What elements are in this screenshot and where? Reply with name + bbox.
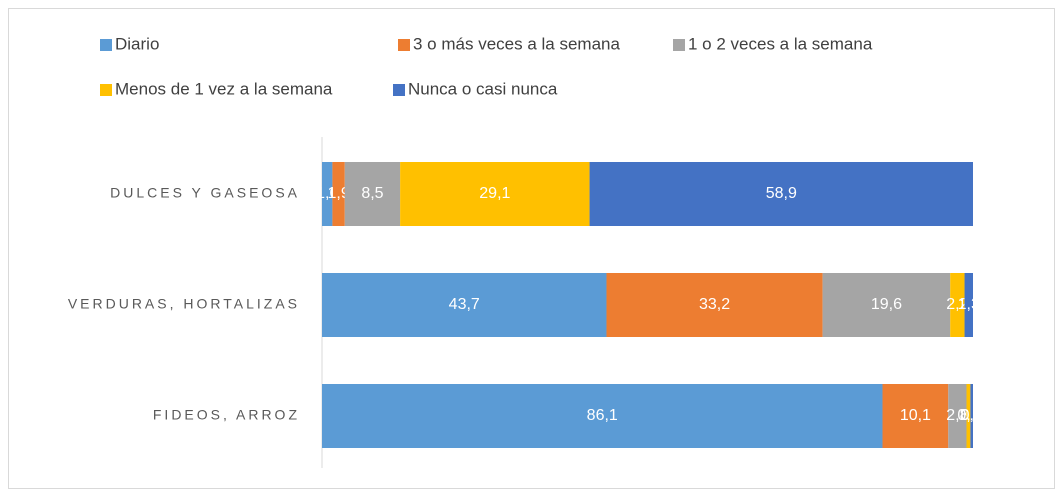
bar-segment bbox=[322, 273, 607, 337]
value-label: 1,3 bbox=[958, 296, 980, 313]
value-label: 43,7 bbox=[449, 296, 480, 313]
legend-label: Nunca o casi nunca bbox=[408, 79, 558, 98]
bar-segment bbox=[822, 273, 951, 337]
legend-label: 3 o más veces a la semana bbox=[413, 34, 620, 53]
bar-segment bbox=[344, 162, 401, 226]
category-label: DULCES Y GASEOSA bbox=[110, 185, 300, 201]
category-label: VERDURAS, HORTALIZAS bbox=[68, 296, 300, 312]
legend-swatch bbox=[398, 39, 410, 51]
bar-segment bbox=[970, 384, 973, 448]
bar-segment bbox=[589, 162, 973, 226]
value-label: 0,4 bbox=[961, 407, 983, 424]
value-label: 10,1 bbox=[900, 407, 931, 424]
category-label: FIDEOS, ARROZ bbox=[153, 407, 300, 423]
legend-swatch bbox=[100, 39, 112, 51]
value-label: 86,1 bbox=[587, 407, 618, 424]
value-label: 8,5 bbox=[361, 185, 383, 202]
bar-segment bbox=[322, 384, 883, 448]
legend-label: Diario bbox=[115, 34, 159, 53]
value-label: 29,1 bbox=[479, 185, 510, 202]
bar-segment bbox=[322, 162, 333, 226]
value-label: 1,9 bbox=[327, 185, 349, 202]
value-label: 58,9 bbox=[766, 185, 797, 202]
bar-segment bbox=[964, 273, 973, 337]
bar-segment bbox=[948, 384, 967, 448]
legend-swatch bbox=[100, 84, 112, 96]
value-label: 33,2 bbox=[699, 296, 730, 313]
bar-segment bbox=[950, 273, 965, 337]
value-label: 19,6 bbox=[871, 296, 902, 313]
value-label: 2,2 bbox=[946, 296, 968, 313]
legend-swatch bbox=[393, 84, 405, 96]
legend-swatch bbox=[673, 39, 685, 51]
bar-segment bbox=[400, 162, 590, 226]
bar-segment bbox=[606, 273, 823, 337]
legend-label: Menos de 1 vez a la semana bbox=[115, 79, 333, 98]
legend-label: 1 o 2 veces a la semana bbox=[688, 34, 873, 53]
bar-segment bbox=[882, 384, 949, 448]
value-label: 0,6 bbox=[957, 407, 979, 424]
bar-segment bbox=[966, 384, 971, 448]
bar-segment bbox=[332, 162, 345, 226]
value-label: 2,8 bbox=[946, 407, 968, 424]
